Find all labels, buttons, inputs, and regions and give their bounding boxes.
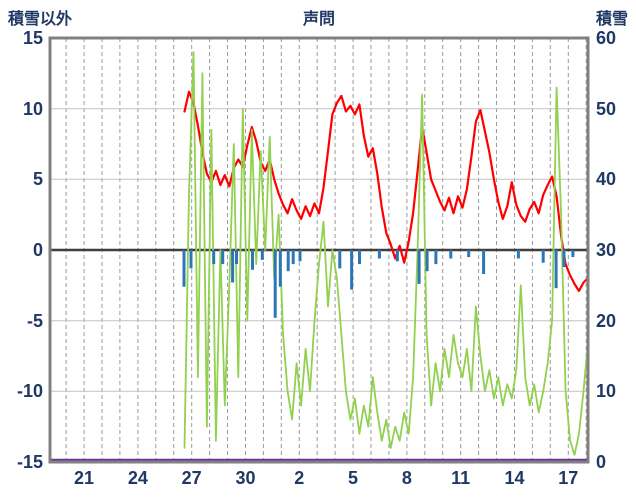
left-axis-tick: 15 bbox=[22, 28, 43, 48]
left-axis-tick: -5 bbox=[26, 310, 43, 331]
x-axis-tick: 24 bbox=[127, 468, 148, 488]
left-axis-tick: 0 bbox=[32, 240, 43, 260]
x-axis-tick: 14 bbox=[504, 468, 525, 488]
left-axis-tick: 5 bbox=[32, 169, 43, 190]
chart-title: 声問 bbox=[302, 11, 335, 28]
x-axis-tick: 30 bbox=[235, 468, 256, 488]
right-axis-tick: 20 bbox=[596, 310, 617, 331]
right-axis-tick: 30 bbox=[596, 240, 617, 260]
x-axis-tick: 21 bbox=[74, 468, 95, 488]
x-axis-tick: 17 bbox=[558, 468, 579, 488]
plot-border bbox=[48, 36, 590, 464]
right-axis-tick: 0 bbox=[596, 452, 607, 472]
x-axis-tick: 2 bbox=[294, 468, 305, 488]
left-axis-tick: -15 bbox=[16, 452, 43, 472]
left-axis-tick: -10 bbox=[16, 381, 43, 402]
x-axis-tick: 27 bbox=[181, 468, 202, 488]
left-axis-title: 積雪以外 bbox=[8, 11, 73, 28]
x-axis-tick: 8 bbox=[401, 468, 412, 488]
x-axis-tick: 5 bbox=[348, 468, 359, 488]
right-axis-tick: 50 bbox=[596, 98, 617, 119]
left-axis-tick: 10 bbox=[22, 98, 43, 119]
right-axis-title: 積雪 bbox=[595, 11, 628, 28]
right-axis-tick: 60 bbox=[596, 28, 617, 48]
red-line bbox=[183, 90, 590, 293]
x-axis-tick: 11 bbox=[451, 468, 471, 488]
green-line bbox=[183, 51, 589, 456]
right-axis-tick: 10 bbox=[596, 381, 617, 402]
right-axis-tick: 40 bbox=[596, 169, 617, 190]
